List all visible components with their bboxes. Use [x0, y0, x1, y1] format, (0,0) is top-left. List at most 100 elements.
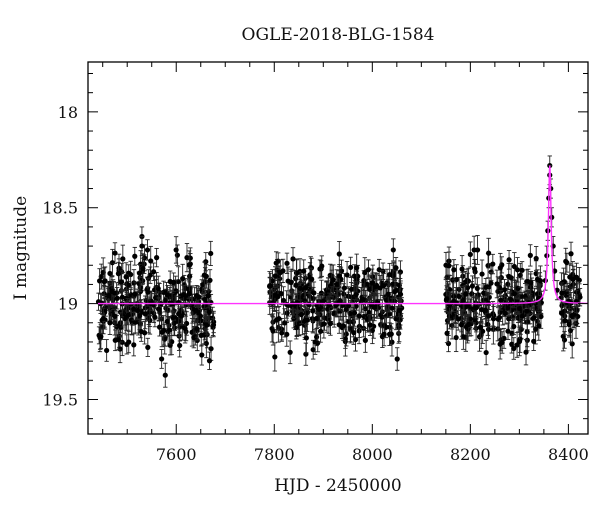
data-point	[522, 303, 528, 309]
data-point	[116, 265, 122, 271]
data-point	[387, 271, 393, 278]
data-point	[505, 305, 511, 311]
axis-ticks: 7600 7800 8000 8200 8400 18 18.5 19 19.5	[42, 62, 589, 464]
data-point	[562, 318, 568, 324]
data-point	[561, 279, 568, 285]
data-point	[394, 356, 400, 362]
data-point	[297, 285, 303, 291]
data-point	[310, 308, 316, 314]
data-point	[338, 268, 345, 274]
data-point	[205, 293, 211, 299]
data-point	[131, 280, 137, 286]
y-tick-label: 18	[58, 103, 78, 122]
data-point	[486, 250, 492, 256]
data-point	[511, 323, 517, 330]
data-point	[115, 271, 122, 277]
data-point	[483, 307, 489, 313]
data-point	[471, 266, 478, 272]
data-point	[531, 315, 537, 321]
data-point	[275, 293, 281, 300]
data-point	[397, 291, 404, 297]
data-point	[177, 342, 183, 349]
data-point	[511, 263, 517, 270]
data-point	[282, 320, 288, 326]
data-point	[310, 295, 316, 302]
data-point	[293, 282, 299, 288]
data-point	[170, 315, 176, 321]
data-point	[351, 310, 358, 316]
data-point	[132, 253, 138, 259]
x-axis-label: HJD - 2450000	[274, 476, 402, 496]
data-point	[131, 342, 137, 348]
x-tick-label: 8200	[450, 445, 491, 464]
data-point	[98, 333, 104, 340]
data-point	[194, 326, 200, 332]
data-point	[485, 263, 491, 269]
data-point	[123, 274, 129, 280]
data-point	[208, 346, 214, 352]
data-point	[293, 324, 299, 331]
data-point	[269, 278, 276, 284]
data-point	[321, 321, 327, 327]
data-point	[469, 291, 475, 297]
data-point	[336, 251, 342, 257]
y-tick-label: 18.5	[42, 199, 78, 218]
data-point	[154, 255, 160, 261]
x-tick-label: 8400	[548, 445, 589, 464]
data-point	[480, 328, 486, 334]
data-point	[310, 347, 316, 353]
data-point	[532, 326, 539, 332]
data-point	[375, 305, 381, 311]
data-point	[488, 280, 494, 286]
data-point	[314, 334, 320, 340]
data-point	[152, 314, 158, 320]
data-point	[456, 293, 462, 299]
data-point	[459, 266, 465, 272]
data-point	[132, 291, 138, 297]
data-point	[490, 316, 497, 322]
data-point	[306, 301, 312, 308]
data-point	[125, 306, 131, 312]
data-point	[509, 341, 515, 347]
data-point	[336, 273, 342, 279]
data-point	[354, 265, 360, 271]
data-point	[471, 247, 477, 253]
data-point	[356, 313, 362, 319]
data-point	[485, 321, 491, 328]
data-point	[558, 310, 565, 316]
data-point	[210, 322, 217, 328]
data-point	[330, 277, 336, 283]
data-point	[370, 274, 376, 280]
data-point	[159, 329, 165, 335]
data-point	[278, 291, 285, 297]
data-point	[348, 264, 354, 270]
data-point	[279, 330, 285, 336]
data-point	[528, 280, 534, 286]
data-point	[331, 311, 337, 317]
data-point	[472, 305, 479, 311]
data-point	[523, 349, 529, 355]
data-point	[124, 281, 130, 287]
data-point	[284, 260, 290, 266]
data-point	[302, 317, 308, 323]
data-point	[178, 313, 185, 319]
data-point	[199, 286, 205, 292]
data-point	[272, 273, 278, 279]
data-point	[315, 340, 321, 346]
data-point	[393, 265, 399, 271]
data-point	[340, 323, 347, 329]
data-point	[531, 338, 537, 344]
data-point	[490, 261, 496, 267]
data-point	[162, 372, 168, 378]
data-point	[298, 312, 305, 318]
data-point	[524, 308, 530, 314]
data-point	[294, 299, 300, 306]
data-point	[319, 263, 325, 269]
data-point	[112, 313, 118, 319]
data-point	[119, 294, 125, 300]
data-point	[164, 318, 170, 325]
chart-title: OGLE-2018-BLG-1584	[242, 25, 435, 45]
data-point	[294, 270, 300, 276]
data-point	[495, 288, 501, 295]
